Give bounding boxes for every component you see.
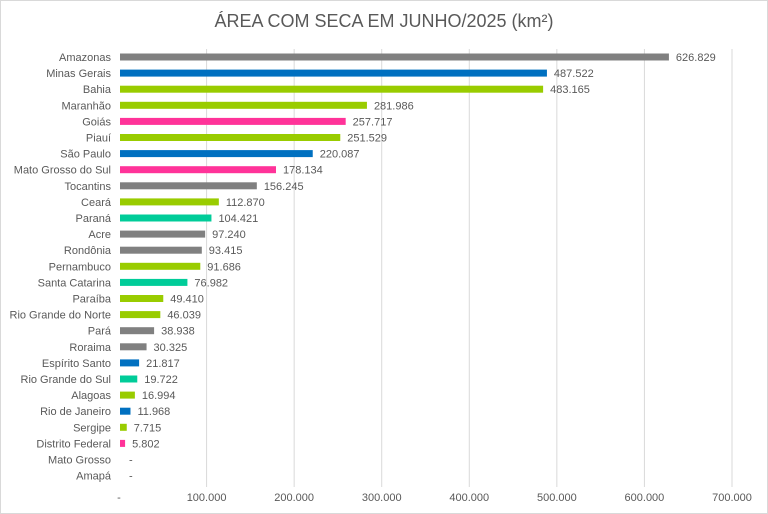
bar xyxy=(120,375,138,383)
bar xyxy=(120,423,127,431)
data-label: 97.240 xyxy=(212,229,246,241)
x-tick-label: 700.000 xyxy=(712,492,752,504)
x-tick-label: 300.000 xyxy=(362,492,402,504)
category-label: São Paulo xyxy=(60,149,111,161)
bar xyxy=(120,295,164,302)
x-tick-label: 100.000 xyxy=(187,492,227,504)
bar xyxy=(120,53,669,61)
bar xyxy=(120,134,341,141)
category-label: Mato Grosso xyxy=(48,455,111,467)
bar xyxy=(120,214,212,222)
category-label: Rio Grande do Sul xyxy=(21,374,112,386)
data-label: 5.802 xyxy=(132,438,160,450)
x-tick-label: 600.000 xyxy=(625,492,665,504)
category-label: Pernambuco xyxy=(49,261,111,273)
data-label: 38.938 xyxy=(161,326,195,338)
bar xyxy=(120,246,202,254)
data-label: 19.722 xyxy=(144,374,178,386)
category-label: Distrito Federal xyxy=(36,438,111,450)
category-label: Maranhão xyxy=(61,100,111,112)
data-label: 76.982 xyxy=(194,277,228,289)
data-label: 487.522 xyxy=(554,68,594,80)
x-tick-label: 500.000 xyxy=(537,492,577,504)
bar xyxy=(120,359,140,367)
data-label: 49.410 xyxy=(170,294,204,306)
bar xyxy=(120,182,257,190)
bar xyxy=(120,278,188,286)
category-label: Bahia xyxy=(83,84,112,96)
bar xyxy=(120,343,147,351)
bar xyxy=(120,407,131,415)
category-label: Piauí xyxy=(86,133,111,145)
data-label: 21.817 xyxy=(146,358,180,370)
data-label: 178.134 xyxy=(283,165,323,177)
category-label: Mato Grosso do Sul xyxy=(14,165,111,177)
category-label: Ceará xyxy=(81,197,112,209)
data-label: 220.087 xyxy=(320,149,360,161)
data-label: 16.994 xyxy=(142,390,176,402)
bar xyxy=(120,439,126,447)
category-label: Espírito Santo xyxy=(42,358,111,370)
data-label: 257.717 xyxy=(353,116,393,128)
category-label: Goiás xyxy=(82,116,111,128)
data-label: 11.968 xyxy=(137,406,170,418)
data-label: 93.415 xyxy=(209,245,243,257)
bar xyxy=(120,69,547,77)
data-label: 483.165 xyxy=(550,84,590,96)
category-label: Paraíba xyxy=(72,294,111,306)
bar xyxy=(120,327,155,335)
category-label: Paraná xyxy=(76,213,112,225)
data-label: 7.715 xyxy=(134,422,162,434)
bar xyxy=(120,85,544,93)
category-label: Tocantins xyxy=(65,181,112,193)
data-label: 46.039 xyxy=(167,310,201,322)
bar xyxy=(120,166,276,174)
bar xyxy=(120,198,219,206)
data-label: 104.421 xyxy=(218,213,258,225)
category-label: Alagoas xyxy=(71,390,111,402)
category-label: Santa Catarina xyxy=(38,277,112,289)
data-label: 626.829 xyxy=(676,52,716,64)
data-label: 251.529 xyxy=(347,133,387,145)
data-label: - xyxy=(129,471,133,483)
data-label: 156.245 xyxy=(264,181,304,193)
category-label: Rondônia xyxy=(64,245,112,257)
data-label: 91.686 xyxy=(207,261,241,273)
category-label: Amazonas xyxy=(59,52,111,64)
bar xyxy=(120,391,135,399)
data-label: - xyxy=(129,455,133,467)
category-label: Rio de Janeiro xyxy=(40,406,111,418)
bar xyxy=(120,262,201,270)
bar xyxy=(120,150,313,158)
data-label: 30.325 xyxy=(154,342,188,354)
category-label: Amapá xyxy=(76,471,112,483)
category-label: Minas Gerais xyxy=(46,68,111,80)
x-tick-label: 400.000 xyxy=(449,492,489,504)
chart-title: ÁREA COM SECA EM JUNHO/2025 (km²) xyxy=(214,11,554,31)
data-label: 112.870 xyxy=(226,197,265,209)
category-label: Acre xyxy=(88,229,111,241)
category-label: Pará xyxy=(88,326,112,338)
bar xyxy=(120,230,206,238)
category-label: Rio Grande do Norte xyxy=(10,310,112,322)
bar xyxy=(120,101,367,109)
x-tick-label: - xyxy=(117,492,121,504)
x-tick-label: 200.000 xyxy=(274,492,314,504)
data-label: 281.986 xyxy=(374,100,414,112)
category-label: Sergipe xyxy=(73,422,111,434)
bar xyxy=(120,311,161,319)
category-label: Roraima xyxy=(69,342,111,354)
bar xyxy=(120,117,346,125)
